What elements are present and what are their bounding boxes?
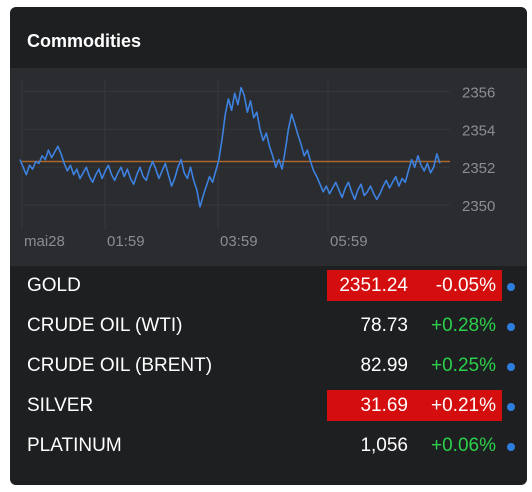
commodities-widget: Commodities 2356 2354 2352 2350 mai28 01:59 03… — [10, 7, 527, 485]
status-dot-icon — [507, 323, 515, 331]
status-dot-icon — [507, 283, 515, 291]
commodity-price: 1,056 — [360, 435, 408, 456]
commodity-change: +0.06% — [431, 435, 496, 456]
alert-highlight — [327, 390, 502, 421]
x-tick-label: 03:59 — [220, 233, 258, 250]
commodity-change: +0.28% — [431, 315, 496, 336]
alert-highlight — [327, 270, 502, 301]
commodity-name: GOLD — [27, 275, 81, 296]
y-tick-label: 2352 — [462, 160, 495, 177]
y-tick-label: 2354 — [462, 122, 495, 139]
commodity-row-platinum[interactable]: PLATINUM 1,056 +0.06% — [10, 429, 527, 461]
commodity-row-gold[interactable]: GOLD 2351.24 -0.05% — [10, 269, 527, 301]
y-tick-label: 2350 — [462, 198, 495, 215]
commodity-row-crude-oil-wti[interactable]: CRUDE OIL (WTI) 78.73 +0.28% — [10, 309, 527, 341]
commodity-name: CRUDE OIL (WTI) — [27, 315, 183, 336]
status-dot-icon — [507, 403, 515, 411]
commodity-name: SILVER — [27, 395, 94, 416]
commodity-row-crude-oil-brent[interactable]: CRUDE OIL (BRENT) 82.99 +0.25% — [10, 349, 527, 381]
x-tick-label: mai28 — [24, 233, 65, 250]
y-tick-label: 2356 — [462, 84, 495, 101]
commodity-name: CRUDE OIL (BRENT) — [27, 355, 213, 376]
status-dot-icon — [507, 363, 515, 371]
widget-title: Commodities — [27, 31, 142, 51]
commodity-change: +0.21% — [431, 395, 496, 416]
x-tick-label: 05:59 — [330, 233, 368, 250]
commodity-change: -0.05% — [435, 275, 496, 296]
status-dot-icon — [507, 443, 515, 451]
commodity-price: 31.69 — [360, 395, 408, 416]
commodity-name: PLATINUM — [27, 435, 122, 456]
commodity-price: 78.73 — [360, 315, 408, 336]
price-chart-svg: 2356 2354 2352 2350 mai28 01:59 03:59 05:59 — [19, 80, 495, 250]
commodity-price: 82.99 — [360, 355, 408, 376]
commodity-change: +0.25% — [431, 355, 496, 376]
commodity-price: 2351.24 — [339, 275, 408, 296]
commodity-row-silver[interactable]: SILVER 31.69 +0.21% — [10, 389, 527, 421]
price-chart[interactable]: 2356 2354 2352 2350 mai28 01:59 03:59 05:59 — [10, 68, 527, 266]
price-series-line — [19, 86, 441, 208]
x-tick-label: 01:59 — [107, 233, 145, 250]
